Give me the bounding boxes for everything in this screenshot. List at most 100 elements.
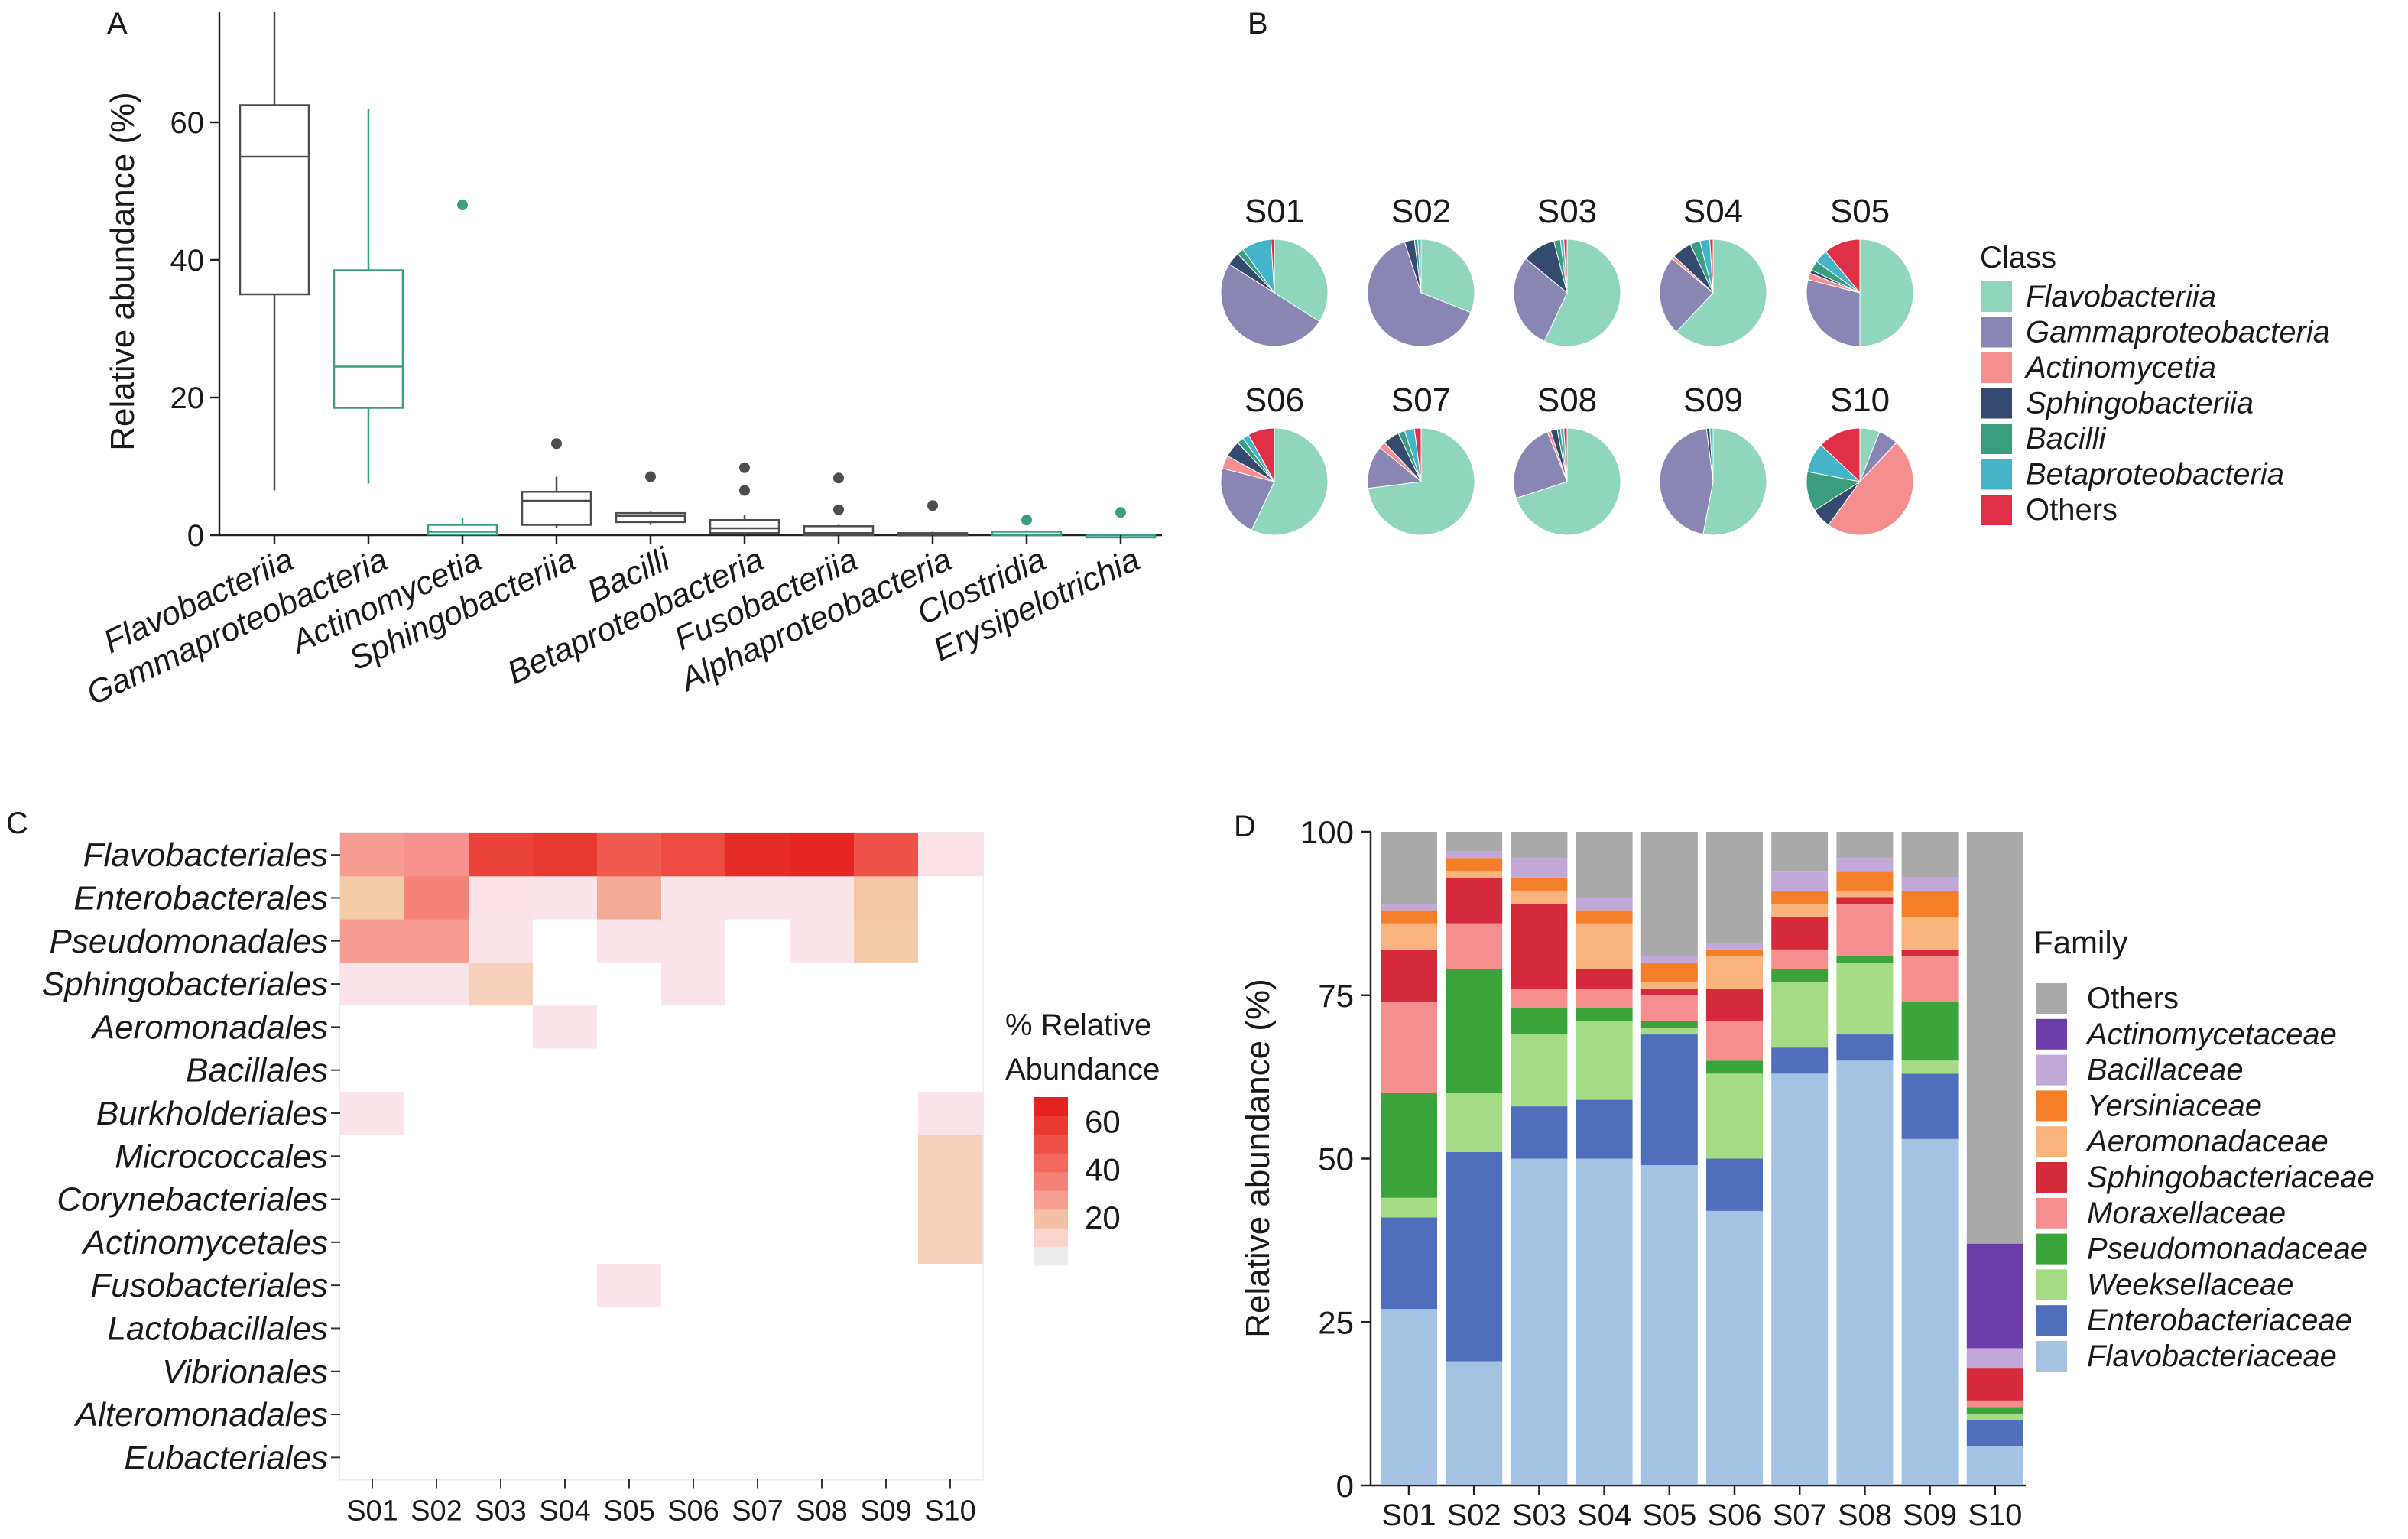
c-heatmap-cell	[725, 1220, 790, 1265]
b-pie-slice	[1820, 427, 1861, 483]
c-heatmap-cell	[918, 1135, 983, 1178]
c-heatmap-cell	[597, 1177, 662, 1222]
c-legend-title-2: Abundance	[1005, 1053, 1160, 1086]
d-x-tick-label: S03	[1512, 1498, 1566, 1532]
c-heatmap-cell	[404, 1177, 469, 1222]
c-heatmap-cell	[533, 1436, 598, 1479]
c-row-label: Actinomycetales	[81, 1224, 328, 1261]
d-y-tick-label: 100	[1300, 814, 1354, 850]
c-heatmap-cell	[340, 1135, 405, 1178]
a-outlier	[645, 471, 656, 482]
c-heatmap-cell	[918, 1349, 983, 1394]
c-heatmap-cell	[340, 1005, 405, 1049]
c-heatmap-cell	[340, 962, 405, 1006]
c-heatmap-cell	[469, 1307, 534, 1351]
c-heatmap-cell	[533, 1048, 598, 1093]
c-heatmap-cell	[340, 876, 405, 920]
c-heatmap-cell	[469, 1264, 534, 1307]
d-bar-segment	[1640, 1028, 1698, 1035]
c-heatmap-cell	[469, 1436, 534, 1479]
c-heatmap-cell	[918, 1220, 983, 1265]
b-pie-slice	[1806, 278, 1861, 347]
d-bar-segment	[1640, 1034, 1698, 1166]
d-bar-segment	[1966, 1413, 2023, 1420]
c-heatmap-cell	[790, 1349, 855, 1394]
b-pie-title: S06	[1245, 382, 1304, 419]
c-heatmap-cell	[533, 1220, 598, 1265]
panel-label-a: A	[107, 7, 128, 41]
c-heatmap-cell	[918, 1264, 983, 1307]
c-row-label: Alteromonadales	[73, 1396, 328, 1433]
d-x-tick-label: S10	[1968, 1498, 2022, 1532]
d-legend-label: Aeromonadaceae	[2085, 1125, 2328, 1158]
d-bar-segment	[1511, 877, 1568, 891]
d-bar-segment	[1836, 963, 1894, 1035]
b-pie-title: S10	[1830, 382, 1890, 419]
panel-label-c: C	[6, 807, 28, 840]
c-heatmap-cell	[725, 1349, 790, 1394]
b-pie-title: S04	[1683, 193, 1743, 230]
c-heatmap-cell	[404, 1005, 469, 1049]
d-bar-segment	[1836, 956, 1894, 963]
d-legend-swatch	[2036, 1126, 2067, 1157]
d-bar-segment	[1771, 890, 1829, 904]
d-bar-segment	[1771, 982, 1829, 1048]
c-row-label: Flavobacteriales	[83, 836, 328, 874]
b-pie-slice	[1709, 239, 1714, 294]
a-box	[615, 511, 686, 524]
c-heatmap-cell	[854, 1392, 919, 1437]
c-col-label: S09	[860, 1495, 912, 1528]
c-heatmap-cell	[918, 1177, 983, 1222]
c-heatmap-cell	[725, 1436, 790, 1479]
d-bar-segment	[1771, 969, 1829, 982]
c-heatmap-cell	[854, 962, 919, 1006]
d-bar-segment	[1836, 904, 1894, 956]
b-legend-label: Actinomycetia	[2024, 351, 2216, 385]
b-pie-slice	[1367, 446, 1423, 489]
c-heatmap-cell	[469, 1392, 534, 1437]
b-pie-slice	[1676, 239, 1767, 347]
c-heatmap-cell	[790, 1177, 855, 1222]
d-bar-segment	[1836, 897, 1894, 904]
c-heatmap-cell	[790, 962, 855, 1006]
d-bar-segment	[1640, 956, 1698, 963]
d-bar-segment	[1381, 923, 1437, 950]
c-heatmap-cell	[918, 1307, 983, 1351]
c-heatmap-cell	[661, 962, 726, 1006]
c-heatmap-cell	[469, 1177, 534, 1222]
b-legend-title: Class	[1980, 241, 2056, 274]
c-heatmap-cell	[340, 1264, 405, 1307]
c-heatmap-cell	[918, 1091, 983, 1135]
d-bar-segment	[1836, 890, 1894, 898]
d-bar-segment	[1446, 832, 1503, 852]
d-bar-segment	[1771, 1073, 1829, 1485]
a-outlier	[1021, 515, 1032, 526]
a-y-tick-label: 40	[170, 244, 205, 278]
c-legend-bin	[1034, 1171, 1068, 1191]
d-bar-segment	[1836, 858, 1894, 872]
d-bar-segment	[1381, 1217, 1437, 1310]
c-legend-bin	[1034, 1190, 1068, 1210]
c-heatmap-cell	[533, 1135, 598, 1178]
d-bar-segment	[1640, 1021, 1698, 1028]
b-pie-slice	[1251, 427, 1329, 536]
d-bar-segment	[1381, 1309, 1437, 1485]
a-box	[239, 104, 310, 296]
d-bar-segment	[1901, 877, 1959, 891]
b-pie-title: S05	[1830, 193, 1890, 230]
c-col-label: S04	[539, 1495, 591, 1528]
c-heatmap-cell	[790, 1048, 855, 1093]
c-legend-tick-label: 20	[1085, 1200, 1121, 1235]
a-outlier	[457, 200, 468, 210]
c-heatmap-cell	[661, 1392, 726, 1437]
d-bar-segment	[1706, 989, 1763, 1021]
d-x-tick-label: S09	[1903, 1498, 1957, 1532]
d-bar-segment	[1901, 956, 1959, 1002]
c-heatmap-cell	[533, 1349, 598, 1394]
c-col-label: S03	[475, 1495, 527, 1528]
b-pie-slice	[1513, 258, 1568, 343]
c-heatmap-cell	[854, 1177, 919, 1222]
b-pie-slice	[1220, 467, 1275, 531]
c-heatmap-cell	[661, 1135, 726, 1178]
